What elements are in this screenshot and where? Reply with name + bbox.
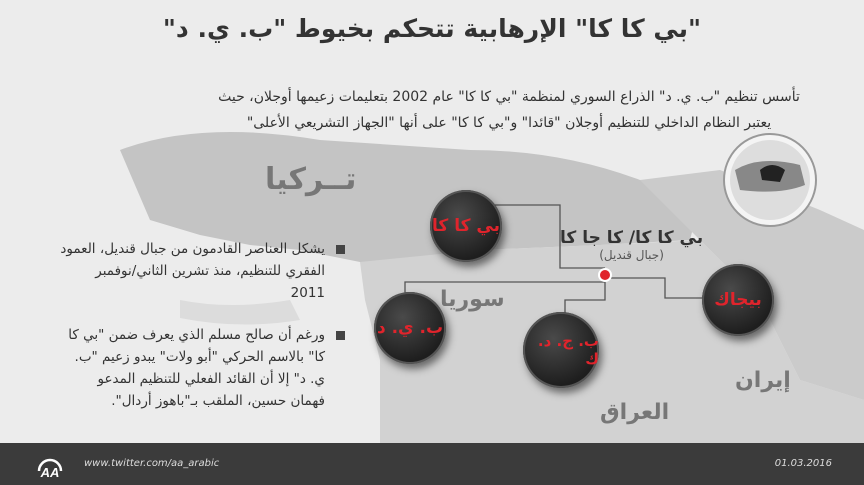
node-kcdk: ب. ج. د. ك	[523, 312, 599, 388]
hub-location: (جبال قنديل)	[599, 248, 664, 262]
bullet-list: يشكل العناصر القادمون من جبال قنديل، الع…	[60, 238, 345, 432]
svg-text:AA: AA	[40, 465, 60, 479]
country-label-turkey: تــركيا	[265, 162, 357, 197]
hub-name: بي كا كا/ كا جا كا	[560, 228, 704, 248]
page-title: "بي كا كا" الإرهابية تتحكم بخيوط "ب. ي. …	[162, 14, 702, 43]
country-label-iran: إيران	[735, 368, 791, 393]
hub-label: بي كا كا/ كا جا كا (جبال قنديل)	[560, 228, 703, 262]
bullet-text: ورغم أن صالح مسلم الذي يعرف ضمن "بي كا ك…	[68, 327, 325, 409]
hub-dot	[598, 268, 612, 282]
twitter-link[interactable]: www.twitter.com/aa_arabic	[84, 458, 220, 469]
bullet-square-icon	[336, 245, 345, 254]
bullet-square-icon	[336, 331, 345, 340]
footer: AA www.twitter.com/aa_arabic 01.03.2016	[0, 443, 864, 485]
country-label-syria: سوريا	[440, 287, 505, 312]
bullet-text: يشكل العناصر القادمون من جبال قنديل، الع…	[60, 241, 325, 301]
country-label-iraq: العراق	[600, 400, 670, 425]
globe-icon	[723, 133, 817, 227]
node-pjak: بيجاك	[702, 264, 774, 336]
turkey-land	[120, 132, 700, 270]
intro-text: تأسس تنظيم "ب. ي. د" الذراع السوري لمنظم…	[218, 89, 800, 131]
connector-lines	[404, 204, 705, 340]
aa-logo-icon: AA	[37, 458, 63, 479]
bullet-item: يشكل العناصر القادمون من جبال قنديل، الع…	[60, 238, 345, 304]
node-pyd: ب. ي. د	[374, 292, 446, 364]
date: 01.03.2016	[774, 458, 832, 469]
bullet-item: ورغم أن صالح مسلم الذي يعرف ضمن "بي كا ك…	[60, 324, 345, 412]
node-pkk: بي كا كا	[430, 190, 502, 262]
